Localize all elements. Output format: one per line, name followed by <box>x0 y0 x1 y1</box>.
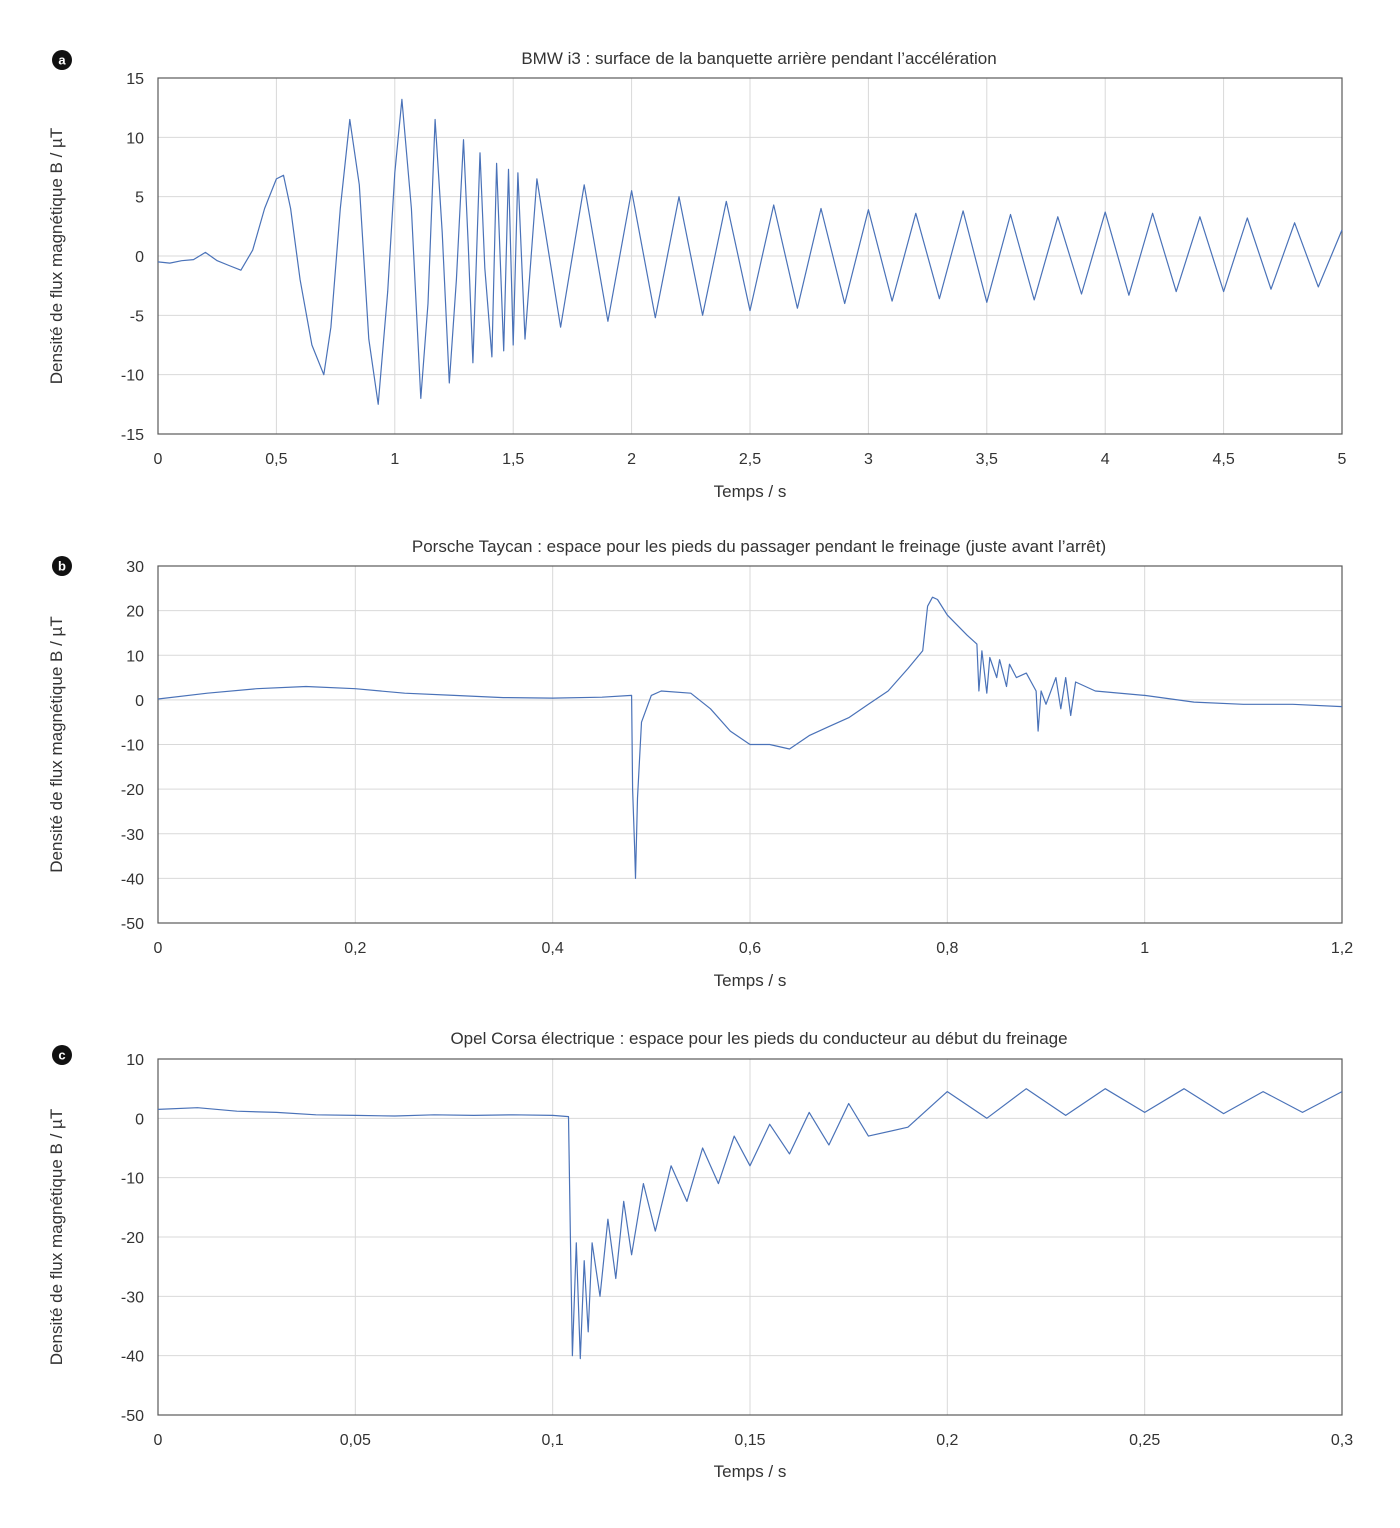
x-tick-label: 0,3 <box>1331 1432 1353 1449</box>
chart-title: BMW i3 : surface de la banquette arrière… <box>521 49 996 68</box>
x-tick-label: 0,25 <box>1129 1432 1160 1449</box>
x-axis-label: Temps / s <box>714 1462 787 1481</box>
y-tick-label: 0 <box>135 1111 144 1128</box>
x-axis-label: Temps / s <box>714 971 787 990</box>
plot-frame <box>157 77 1343 435</box>
x-tick-label: 2,5 <box>739 451 761 468</box>
panel-label-text: b <box>58 559 66 574</box>
x-tick-label: 0,2 <box>936 1432 958 1449</box>
y-tick-label: 10 <box>126 1052 144 1069</box>
y-tick-label: -50 <box>121 1408 144 1425</box>
y-tick-label: -10 <box>121 1171 144 1188</box>
x-tick-label: 1 <box>1140 940 1149 957</box>
y-tick-label: 10 <box>126 130 144 147</box>
y-tick-label: -20 <box>121 782 144 799</box>
x-tick-label: 0,6 <box>739 940 761 957</box>
x-tick-label: 0,8 <box>936 940 958 957</box>
chart-panel-b: b Porsche Taycan : espace pour les pieds … <box>47 537 1353 990</box>
panel-label-circle <box>52 1045 72 1065</box>
series-line-B <box>157 98 1343 405</box>
y-tick-label: -30 <box>121 827 144 844</box>
x-tick-label: 0,2 <box>344 940 366 957</box>
y-axis-label: Densité de flux magnétique B / µT <box>47 1109 66 1365</box>
y-tick-label: -10 <box>121 738 144 755</box>
chart-panel-a: a BMW i3 : surface de la banquette arrièr… <box>47 49 1347 501</box>
chart-title: Porsche Taycan : espace pour les pieds d… <box>412 537 1106 556</box>
x-tick-label: 0 <box>154 940 163 957</box>
panel-label-circle <box>52 556 72 576</box>
chart-panel-c: c Opel Corsa électrique : espace pour les… <box>47 1029 1353 1481</box>
y-tick-label: 30 <box>126 559 144 576</box>
y-tick-label: 15 <box>126 71 144 88</box>
y-tick-label: -15 <box>121 427 144 444</box>
x-tick-label: 0,1 <box>542 1432 564 1449</box>
x-tick-label: 0,15 <box>734 1432 765 1449</box>
x-tick-label: 4,5 <box>1212 451 1234 468</box>
x-tick-label: 3,5 <box>976 451 998 468</box>
y-tick-label: 20 <box>126 604 144 621</box>
y-tick-label: 5 <box>135 190 144 207</box>
x-tick-label: 0,4 <box>542 940 564 957</box>
x-tick-label: 0 <box>154 1432 163 1449</box>
y-tick-label: -30 <box>121 1289 144 1306</box>
panel-label-c: c <box>52 1045 72 1065</box>
y-tick-label: 0 <box>135 693 144 710</box>
x-tick-label: 4 <box>1101 451 1110 468</box>
panel-label-text: a <box>58 53 66 68</box>
x-tick-label: 0,05 <box>340 1432 371 1449</box>
y-tick-label: -20 <box>121 1230 144 1247</box>
chart-title: Opel Corsa électrique : espace pour les … <box>450 1029 1067 1048</box>
panel-label-circle <box>52 50 72 70</box>
y-tick-label: -5 <box>130 308 144 325</box>
y-tick-label: -10 <box>121 368 144 385</box>
series-line-B <box>157 1088 1343 1360</box>
y-axis-label: Densité de flux magnétique B / µT <box>47 616 66 872</box>
grid-lines <box>158 566 1342 923</box>
series-line-B <box>157 596 1343 880</box>
grid-lines <box>158 1059 1342 1415</box>
panel-label-text: c <box>58 1048 65 1063</box>
x-tick-label: 0 <box>154 451 163 468</box>
y-tick-label: -40 <box>121 871 144 888</box>
plot-frame <box>157 1058 1343 1416</box>
y-tick-label: 10 <box>126 648 144 665</box>
x-tick-label: 1 <box>390 451 399 468</box>
x-tick-label: 3 <box>864 451 873 468</box>
x-tick-label: 1,2 <box>1331 940 1353 957</box>
x-tick-label: 0,5 <box>265 451 287 468</box>
x-axis-label: Temps / s <box>714 482 787 501</box>
grid-lines <box>158 78 1342 434</box>
panel-label-b: b <box>52 556 72 576</box>
y-tick-label: -40 <box>121 1349 144 1366</box>
plot-frame <box>157 565 1343 924</box>
x-tick-label: 1,5 <box>502 451 524 468</box>
x-tick-label: 2 <box>627 451 636 468</box>
y-tick-label: 0 <box>135 249 144 266</box>
y-axis-label: Densité de flux magnétique B / µT <box>47 128 66 384</box>
panel-label-a: a <box>52 50 72 70</box>
x-tick-label: 5 <box>1338 451 1347 468</box>
y-tick-label: -50 <box>121 916 144 933</box>
